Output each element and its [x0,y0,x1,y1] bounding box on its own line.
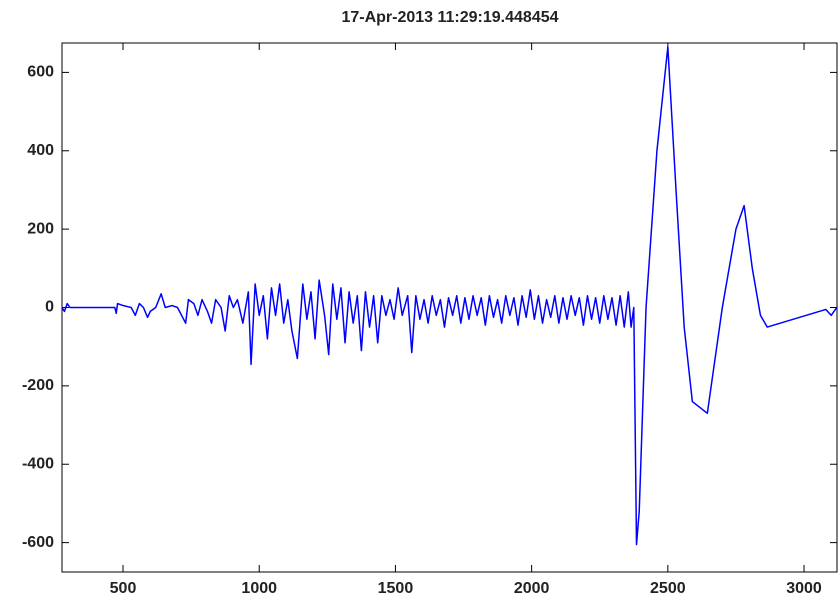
y-tick-label: -200 [22,377,54,394]
y-tick-label: 200 [27,220,54,237]
y-tick-label: -600 [22,534,54,551]
x-tick-label: 2000 [514,580,550,597]
x-tick-label: 1500 [378,580,414,597]
x-tick-label: 3000 [786,580,822,597]
y-tick-label: 600 [27,64,54,81]
x-tick-label: 1000 [241,580,277,597]
y-tick-label: -400 [22,455,54,472]
x-tick-label: 500 [110,580,137,597]
y-tick-label: 400 [27,142,54,159]
y-tick-label: 0 [45,299,54,316]
chart-title: 17-Apr-2013 11:29:19.448454 [341,9,558,26]
x-tick-label: 2500 [650,580,686,597]
data-line [61,46,838,546]
